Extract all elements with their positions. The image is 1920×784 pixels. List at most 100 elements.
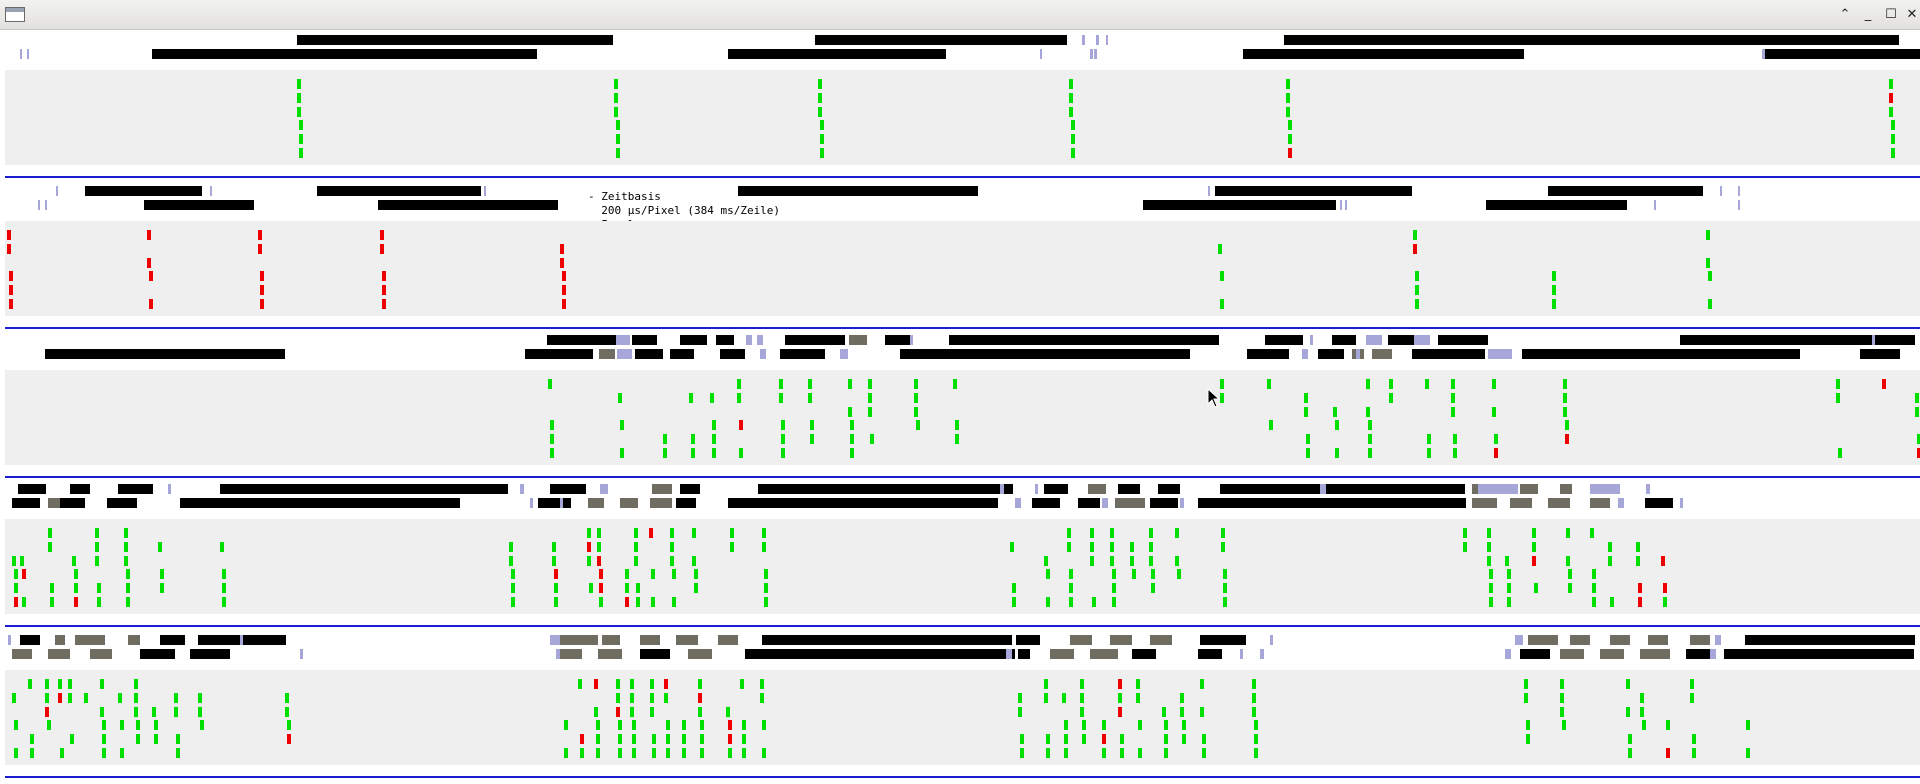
pulse-mark (120, 748, 124, 758)
contact-bar (160, 635, 185, 645)
pulse-mark (1592, 597, 1596, 607)
pulse-mark (1202, 748, 1206, 758)
pulse-mark (1451, 393, 1455, 403)
pulse-mark (764, 569, 768, 579)
pulse-mark (820, 134, 824, 144)
pulse-mark (297, 107, 301, 117)
pulse-mark (1138, 720, 1142, 730)
contact-bar (885, 335, 910, 345)
contact-bar (910, 335, 913, 345)
row-separator (5, 176, 1920, 178)
pulse-mark (118, 693, 122, 703)
pulse-mark (712, 420, 716, 430)
pulse-mark (1090, 528, 1094, 538)
pulse-mark (1221, 528, 1225, 538)
contact-bar (588, 498, 604, 508)
contact-bar (1560, 649, 1584, 659)
contact-bar (378, 200, 558, 210)
pulse-mark (50, 597, 54, 607)
pulse-mark (511, 583, 515, 593)
pulse-mark (1304, 393, 1308, 403)
pulse-mark (1389, 379, 1393, 389)
pulse-mark (1136, 679, 1140, 689)
pulse-mark (552, 542, 556, 552)
contact-bar (1412, 349, 1442, 359)
pulse-mark (14, 748, 18, 758)
contact-bar (1040, 49, 1042, 59)
contact-bar (1016, 635, 1040, 645)
pulse-mark (1507, 569, 1511, 579)
contact-bar (45, 200, 47, 210)
pulse-mark (1010, 542, 1014, 552)
pulse-mark (1151, 583, 1155, 593)
pulse-mark (1306, 448, 1310, 458)
pulse-mark (914, 407, 918, 417)
pulse-mark (599, 569, 603, 579)
pulse-mark (509, 556, 513, 566)
contact-bar (720, 349, 745, 359)
pulse-mark (1269, 420, 1273, 430)
pulse-mark (1138, 748, 1142, 758)
pulse-mark (730, 542, 734, 552)
pulse-mark (1628, 748, 1632, 758)
pulse-mark (1044, 679, 1048, 689)
shade-icon[interactable]: ⌃ (1839, 7, 1851, 22)
pulse-mark (1563, 407, 1567, 417)
pulse-mark (1090, 556, 1094, 566)
pulse-mark (691, 448, 695, 458)
pulse-mark (1708, 299, 1712, 309)
pulse-mark (620, 420, 624, 430)
contact-bar (560, 649, 582, 659)
row-separator (5, 776, 1920, 778)
app-window-icon[interactable] (5, 7, 25, 22)
contact-bar (1882, 335, 1915, 345)
maximize-icon[interactable]: ☐ (1885, 7, 1897, 22)
pulse-mark (1560, 693, 1564, 703)
pulse-mark (682, 734, 686, 744)
pulse-mark (955, 420, 959, 430)
pulse-mark (620, 448, 624, 458)
pulse-mark (1836, 393, 1840, 403)
pulse-mark (28, 679, 32, 689)
pulse-mark (618, 734, 622, 744)
contact-bar (632, 335, 657, 345)
contact-bar (1198, 498, 1466, 508)
pulse-mark (1590, 528, 1594, 538)
pulse-mark (1463, 528, 1467, 538)
contact-bar (27, 49, 29, 59)
pulse-mark (810, 420, 814, 430)
pulse-mark (382, 285, 386, 295)
minimize-icon[interactable]: _ (1864, 7, 1872, 22)
pulse-mark (260, 285, 264, 295)
pulse-mark (700, 748, 704, 758)
pulse-mark (1071, 134, 1075, 144)
pulse-mark (1118, 693, 1122, 703)
pulse-mark (1164, 748, 1168, 758)
pulse-mark (818, 79, 822, 89)
pulse-mark (618, 393, 622, 403)
contact-bar (180, 498, 460, 508)
pulse-mark (587, 528, 591, 538)
close-icon[interactable]: ✕ (1906, 7, 1918, 22)
pulse-mark (1092, 597, 1096, 607)
pulse-mark (30, 734, 34, 744)
contact-bar (1618, 498, 1624, 508)
pulse-mark (1526, 720, 1530, 730)
pulse-mark (1451, 407, 1455, 417)
pulse-mark (1018, 707, 1022, 717)
pulse-mark (1626, 707, 1630, 717)
pulse-mark (380, 230, 384, 240)
pulse-mark (176, 748, 180, 758)
pulse-mark (136, 720, 140, 730)
contact-bar (650, 498, 672, 508)
pulse-mark (1708, 271, 1712, 281)
pulse-mark (594, 679, 598, 689)
contact-bar (758, 484, 1013, 494)
contact-bar (1240, 649, 1243, 659)
contact-bar (600, 484, 608, 494)
pulse-mark (762, 542, 766, 552)
pulse-mark (599, 597, 603, 607)
pulse-mark (760, 693, 764, 703)
pulse-mark (511, 569, 515, 579)
